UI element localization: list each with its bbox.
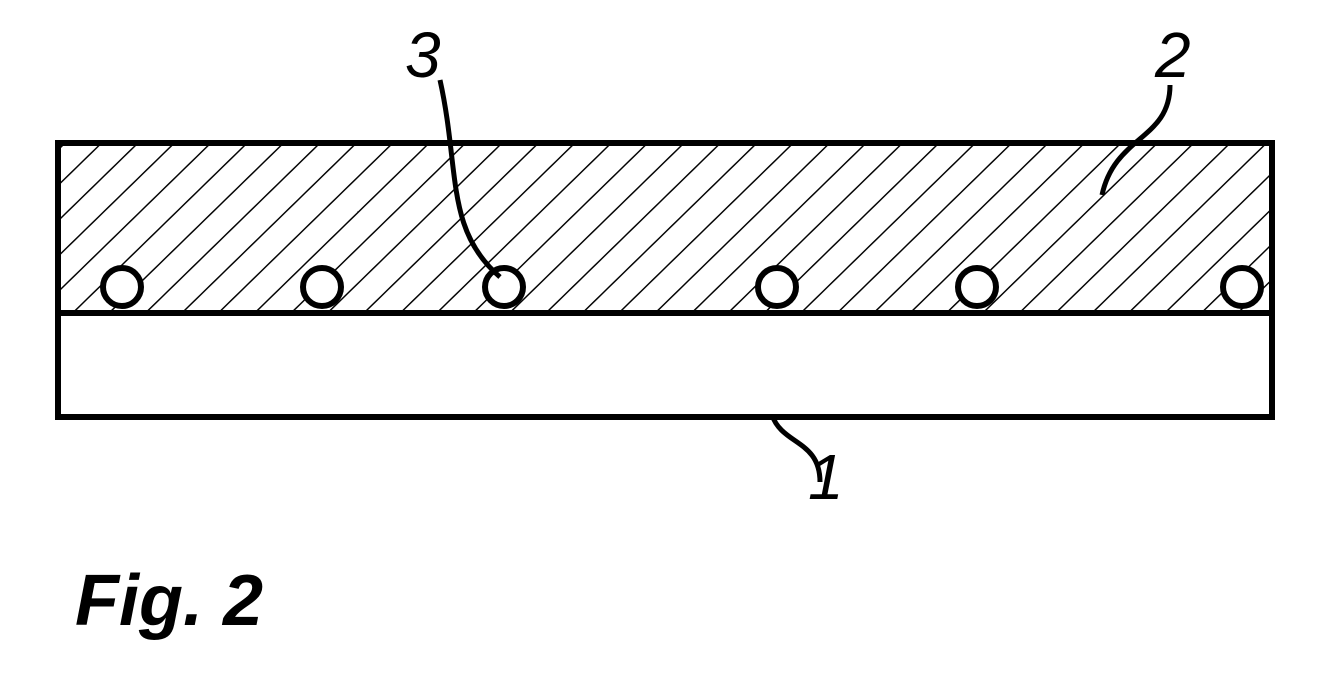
callout-label-2: 2 <box>1155 18 1191 92</box>
particle-circle <box>955 265 999 309</box>
layer-top-hatched <box>55 140 1275 310</box>
figure-caption: Fig. 2 <box>75 560 263 642</box>
callout-label-3: 3 <box>405 18 441 92</box>
hatch-pattern <box>61 146 1269 310</box>
callout-label-1: 1 <box>808 440 844 514</box>
layer-bottom <box>55 310 1275 420</box>
particle-circle <box>300 265 344 309</box>
diagram-container <box>55 140 1275 420</box>
particle-circle <box>100 265 144 309</box>
particle-circle <box>755 265 799 309</box>
particle-circle <box>482 265 526 309</box>
particle-circle <box>1220 265 1264 309</box>
